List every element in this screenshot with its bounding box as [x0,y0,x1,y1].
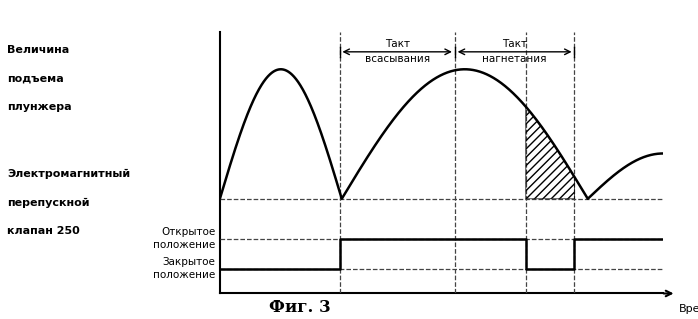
Text: Электромагнитный: Электромагнитный [7,169,130,179]
Text: Такт: Такт [385,39,410,49]
Text: Время: Время [678,304,698,314]
Text: Такт: Такт [502,39,527,49]
Text: подъема: подъема [7,73,64,83]
Text: всасывания: всасывания [364,54,430,64]
Text: Фиг. 3: Фиг. 3 [269,299,331,316]
Text: Закрытое: Закрытое [163,257,216,267]
Text: нагнетания: нагнетания [482,54,547,64]
Text: перепускной: перепускной [7,198,89,208]
Text: клапан 250: клапан 250 [7,226,80,236]
Text: плунжера: плунжера [7,102,72,112]
Text: Величина: Величина [7,45,69,55]
Text: положение: положение [153,270,216,280]
Text: положение: положение [153,240,216,250]
Text: Открытое: Открытое [161,227,216,237]
